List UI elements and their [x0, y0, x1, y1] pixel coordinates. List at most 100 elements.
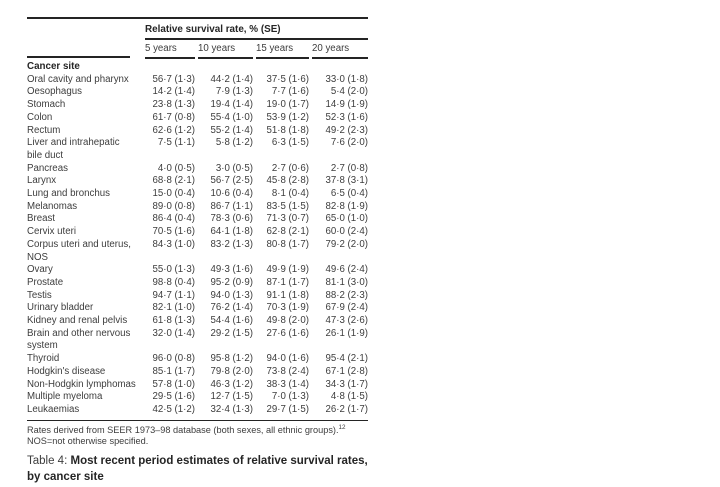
value-15-years: 62·8 (2·1) [266, 226, 309, 238]
value-10-years: 10·6 (0·4) [210, 188, 253, 200]
footnote-source: Rates derived from SEER 1973–98 database… [27, 424, 368, 436]
value-15-years: 38·3 (1·4) [266, 378, 309, 390]
value-15-years: 83·5 (1·5) [266, 200, 309, 212]
value-5-years: 62·6 (1·2) [152, 124, 195, 136]
value-20-years: 82·8 (1·9) [325, 200, 368, 212]
value-20-years: 14·9 (1·9) [325, 99, 368, 111]
col-header-10-years: 10 years [198, 40, 253, 59]
value-5-years: 56·7 (1·3) [152, 73, 195, 85]
table-row: Prostate 98·8 (0·4) 95·2 (0·9) 87·1 (1·7… [27, 277, 368, 290]
table-row: Cervix uteri 70·5 (1·6) 64·1 (1·8) 62·8 … [27, 226, 368, 239]
value-15-years: 87·1 (1·7) [266, 276, 309, 288]
footnote-nos: NOS=not otherwise specified. [27, 435, 149, 446]
table-row: Larynx 68·8 (2·1) 56·7 (2·5) 45·8 (2·8) … [27, 175, 368, 188]
value-10-years: 78·3 (0·6) [210, 213, 253, 225]
caption-table-number: Table 4: [27, 455, 71, 468]
table-row: Multiple myeloma 29·5 (1·6) 12·7 (1·5) 7… [27, 391, 368, 404]
cancer-site-label: Stomach [27, 99, 66, 111]
value-10-years: 46·3 (1·2) [210, 378, 253, 390]
value-5-years: 42·5 (1·2) [152, 403, 195, 415]
value-10-years: 76·2 (1·4) [210, 302, 253, 314]
value-15-years: 7·7 (1·6) [271, 86, 309, 98]
value-20-years: 52·3 (1·6) [325, 111, 368, 123]
table-row: Pancreas 4·0 (0·5) 3·0 (0·5) 2·7 (0·6) 2… [27, 163, 368, 176]
table-bottom-rule [27, 419, 368, 421]
cancer-site-label: Larynx [27, 175, 57, 187]
value-15-years: 45·8 (2·8) [266, 175, 309, 187]
value-15-years: 51·8 (1·8) [266, 124, 309, 136]
value-10-years: 83·2 (1·3) [210, 238, 253, 250]
table-row: Ovary 55·0 (1·3) 49·3 (1·6) 49·9 (1·9) 4… [27, 264, 368, 277]
value-20-years: 49·2 (2·3) [325, 124, 368, 136]
survival-table: Relative survival rate, % (SE) 5 years 1… [27, 17, 368, 485]
cancer-site-label: Brain and other nervous system [27, 327, 131, 352]
value-10-years: 19·4 (1·4) [210, 99, 253, 111]
value-15-years: 37·5 (1·6) [266, 73, 309, 85]
value-20-years: 49·6 (2·4) [325, 264, 368, 276]
value-5-years: 86·4 (0·4) [152, 213, 195, 225]
table-row: Non-Hodgkin lymphomas 57·8 (1·0) 46·3 (1… [27, 379, 368, 392]
col-header-5-years: 5 years [145, 40, 195, 59]
value-5-years: 68·8 (2·1) [152, 175, 195, 187]
value-5-years: 84·3 (1·0) [152, 238, 195, 250]
value-10-years: 7·9 (1·3) [215, 86, 253, 98]
value-15-years: 71·3 (0·7) [266, 213, 309, 225]
value-20-years: 33·0 (1·8) [325, 73, 368, 85]
value-5-years: 32·0 (1·4) [152, 327, 195, 339]
value-5-years: 23·8 (1·3) [152, 99, 195, 111]
value-10-years: 86·7 (1·1) [210, 200, 253, 212]
cancer-site-label: Kidney and renal pelvis [27, 315, 128, 327]
value-20-years: 81·1 (3·0) [325, 276, 368, 288]
value-15-years: 8·1 (0·4) [271, 188, 309, 200]
cancer-site-label: Leukaemias [27, 403, 80, 415]
value-20-years: 5·4 (2·0) [330, 86, 368, 98]
table-body: Oral cavity and pharynx 56·7 (1·3) 44·2 … [27, 74, 368, 417]
cancer-site-label: Breast [27, 213, 55, 225]
value-10-years: 3·0 (0·5) [215, 162, 253, 174]
value-15-years: 73·8 (2·4) [266, 365, 309, 377]
table-top-rule [27, 17, 368, 19]
value-15-years: 27·6 (1·6) [266, 327, 309, 339]
table-caption: Table 4: Most recent period estimates of… [27, 454, 377, 485]
value-20-years: 60·0 (2·4) [325, 226, 368, 238]
cancer-site-label: Oesophagus [27, 86, 82, 98]
value-5-years: 61·8 (1·3) [152, 315, 195, 327]
table-span-header-row: Relative survival rate, % (SE) [27, 19, 368, 40]
value-5-years: 14·2 (1·4) [152, 86, 195, 98]
value-10-years: 55·2 (1·4) [210, 124, 253, 136]
footnote-source-text: Rates derived from SEER 1973–98 database… [27, 424, 339, 435]
value-10-years: 12·7 (1·5) [210, 391, 253, 403]
table-row: Leukaemias 42·5 (1·2) 32·4 (1·3) 29·7 (1… [27, 404, 368, 417]
cancer-site-stub-rule [27, 40, 142, 59]
table-row: Corpus uteri and uterus, NOS 84·3 (1·0) … [27, 239, 368, 264]
value-15-years: 29·7 (1·5) [266, 403, 309, 415]
table-row: Melanomas 89·0 (0·8) 86·7 (1·1) 83·5 (1·… [27, 201, 368, 214]
table-row-header-row: Cancer site [27, 59, 368, 74]
value-10-years: 5·8 (1·2) [215, 137, 253, 149]
col-header-15-years: 15 years [256, 40, 309, 59]
cancer-site-label: Thyroid [27, 353, 60, 365]
table-row: Thyroid 96·0 (0·8) 95·8 (1·2) 94·0 (1·6)… [27, 353, 368, 366]
value-5-years: 89·0 (0·8) [152, 200, 195, 212]
value-5-years: 82·1 (1·0) [152, 302, 195, 314]
value-10-years: 29·2 (1·5) [210, 327, 253, 339]
value-20-years: 88·2 (2·3) [325, 289, 368, 301]
value-20-years: 2·7 (0·8) [330, 162, 368, 174]
value-10-years: 54·4 (1·6) [210, 315, 253, 327]
cancer-site-label: Ovary [27, 264, 53, 276]
value-5-years: 29·5 (1·6) [152, 391, 195, 403]
value-10-years: 49·3 (1·6) [210, 264, 253, 276]
value-15-years: 49·9 (1·9) [266, 264, 309, 276]
cancer-site-label: Cervix uteri [27, 226, 76, 238]
value-5-years: 57·8 (1·0) [152, 378, 195, 390]
value-5-years: 7·5 (1·1) [157, 137, 195, 149]
value-15-years: 19·0 (1·7) [266, 99, 309, 111]
value-10-years: 94·0 (1·3) [210, 289, 253, 301]
value-5-years: 96·0 (0·8) [152, 353, 195, 365]
table-column-header-row: 5 years 10 years 15 years 20 years [27, 40, 368, 59]
row-header-cancer-site: Cancer site [27, 61, 80, 72]
value-5-years: 15·0 (0·4) [152, 188, 195, 200]
value-10-years: 79·8 (2·0) [210, 365, 253, 377]
value-20-years: 65·0 (1·0) [325, 213, 368, 225]
